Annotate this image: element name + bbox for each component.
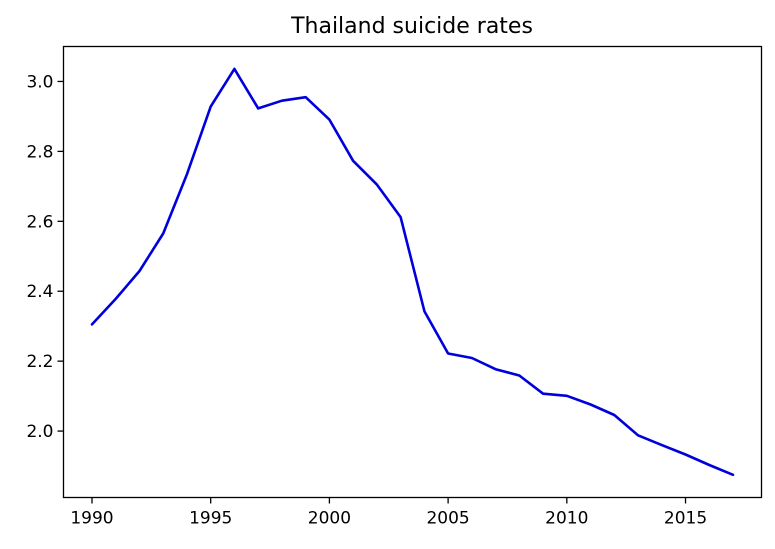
y-tick-label: 3.0 bbox=[26, 72, 53, 92]
series-line bbox=[90, 67, 735, 477]
chart-title: Thailand suicide rates bbox=[290, 14, 533, 39]
x-tick-label: 2015 bbox=[664, 509, 707, 529]
x-tick-label: 1990 bbox=[70, 509, 113, 529]
x-tick-label: 2005 bbox=[426, 509, 469, 529]
y-tick-label: 2.8 bbox=[26, 142, 53, 162]
x-tick-label: 2010 bbox=[545, 509, 588, 529]
y-tick-label: 2.2 bbox=[26, 352, 53, 372]
y-tick-label: 2.4 bbox=[26, 282, 53, 302]
y-axis-ticks: 2.0 2.2 2.4 2.6 2.8 3.0 bbox=[26, 72, 64, 442]
y-tick-label: 2.0 bbox=[26, 422, 53, 442]
x-axis-ticks: 1990 1995 2000 2005 2010 2015 bbox=[70, 497, 707, 529]
plot-area-frame bbox=[62, 45, 763, 499]
x-tick-label: 2000 bbox=[308, 509, 351, 529]
series-group bbox=[90, 67, 735, 477]
y-tick-label: 2.6 bbox=[26, 212, 53, 232]
x-tick-label: 1995 bbox=[189, 509, 232, 529]
